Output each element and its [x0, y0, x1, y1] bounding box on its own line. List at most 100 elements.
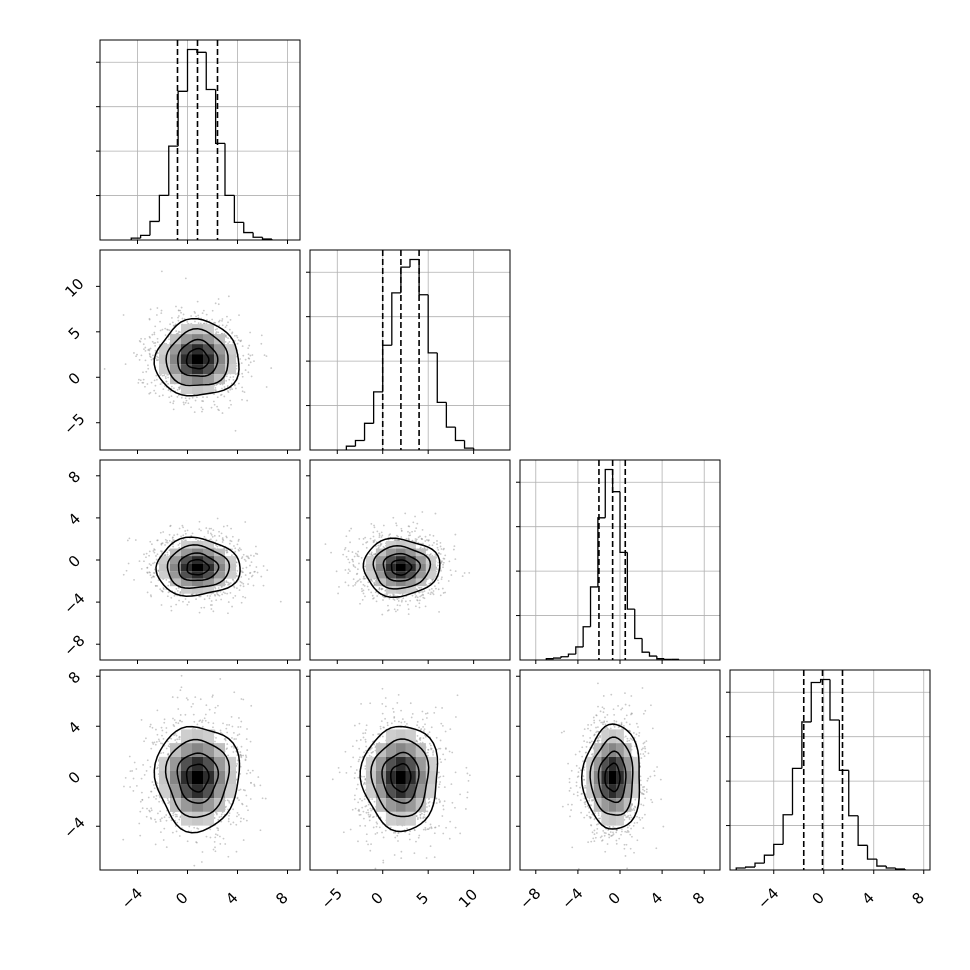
scatter-point-0-2-1198 — [178, 599, 180, 602]
scatter-point-2-3-46 — [643, 755, 646, 758]
y-tick-label-param3-0: −4 — [60, 814, 88, 842]
scatter-point-0-1-893 — [234, 429, 237, 432]
density-cell-0-1-4-7 — [192, 384, 203, 395]
scatter-point-0-3-185 — [142, 764, 145, 766]
scatter-point-1-3-987 — [367, 843, 369, 846]
scatter-point-0-1-407 — [260, 334, 263, 337]
scatter-point-0-1-284 — [147, 367, 150, 370]
scatter-point-2-3-119 — [633, 851, 635, 854]
scatter-point-0-1-864 — [216, 396, 219, 399]
hist-bin-param1-12 — [454, 427, 465, 442]
density-cell-1-3-2-3 — [375, 756, 386, 771]
contour-0-2-1 — [177, 552, 220, 582]
scatter-point-0-3-1318 — [132, 790, 135, 792]
scatter-point-0-2-1368 — [227, 581, 229, 584]
scatter-point-1-3-585 — [427, 801, 430, 804]
scatter-point-1-3-0 — [392, 707, 394, 710]
hist-bin-param2-16 — [663, 658, 672, 660]
scatter-point-0-3-510 — [214, 846, 216, 849]
scatter-point-1-2-23 — [418, 602, 421, 605]
density-cell-0-2-1-3 — [159, 556, 170, 564]
scatter-point-0-1-1309 — [177, 319, 180, 322]
scatter-point-0-2-70 — [229, 592, 232, 594]
scatter-point-2-3-1193 — [636, 821, 639, 824]
scatter-point-1-2-1245 — [419, 535, 421, 538]
scatter-point-1-3-463 — [419, 817, 422, 820]
scatter-point-1-3-584 — [369, 814, 372, 816]
scatter-point-1-2-394 — [428, 544, 431, 547]
scatter-point-2-3-753 — [582, 760, 585, 763]
density-cell-2-3-7-4 — [631, 770, 639, 785]
scatter-point-1-3-1161 — [397, 840, 399, 842]
hist-bin-param3-16 — [885, 866, 896, 869]
scatter-point-1-2-992 — [375, 545, 377, 548]
scatter-point-2-3-368 — [645, 788, 648, 791]
scatter-point-0-3-326 — [161, 734, 163, 737]
scatter-point-1-2-875 — [420, 538, 423, 540]
scatter-point-0-3-1149 — [205, 835, 208, 838]
scatter-point-0-1-1120 — [156, 337, 159, 340]
scatter-point-0-2-499 — [150, 595, 153, 598]
scatter-point-0-3-899 — [175, 721, 177, 724]
scatter-point-0-2-1300 — [251, 574, 254, 577]
scatter-point-0-2-278 — [240, 581, 243, 584]
scatter-point-1-3-1293 — [454, 826, 457, 829]
scatter-point-0-3-222 — [245, 819, 248, 822]
scatter-point-0-1-442 — [246, 399, 249, 402]
scatter-point-0-1-914 — [152, 354, 154, 357]
scatter-point-2-3-951 — [631, 835, 633, 838]
scatter-point-2-3-58 — [642, 786, 644, 789]
density-cell-0-3-4-7 — [192, 811, 203, 826]
contour-0-3-3 — [153, 725, 241, 834]
scatter-point-1-2-1027 — [418, 599, 421, 602]
scatter-point-2-3-679 — [583, 766, 586, 769]
hist-frame-param2 — [519, 459, 721, 661]
scatter-point-0-1-389 — [224, 326, 227, 329]
hist-bin-param1-0 — [345, 445, 356, 450]
scatter-point-1-2-1116 — [461, 575, 464, 578]
scatter-point-0-2-770 — [222, 525, 225, 528]
scatter-point-2-3-1274 — [603, 834, 606, 837]
scatter-point-0-2-895 — [149, 540, 152, 543]
scatter-point-1-3-714 — [376, 873, 378, 875]
scatter-point-0-2-1125 — [210, 600, 213, 602]
scatter-point-2-3-314 — [615, 842, 618, 845]
scatter-point-2-3-589 — [578, 750, 581, 753]
scatter-point-1-2-572 — [349, 541, 351, 544]
scatter-point-2-3-116 — [604, 850, 607, 853]
scatter-point-0-1-1178 — [205, 313, 208, 316]
scatter-point-0-3-109 — [173, 719, 176, 721]
scatter-point-0-3-940 — [259, 829, 262, 832]
scatter-point-2-3-975 — [642, 742, 645, 745]
scatter-point-1-3-853 — [428, 731, 431, 734]
scatter-point-0-1-828 — [138, 378, 140, 381]
scatter-point-1-2-450 — [416, 522, 419, 525]
scatter-point-1-3-254 — [426, 751, 429, 754]
scatter-point-0-2-1367 — [209, 532, 212, 535]
scatter-point-0-1-1371 — [220, 393, 223, 396]
scatter-point-0-2-1069 — [239, 580, 242, 583]
scatter-point-0-2-331 — [230, 527, 232, 530]
scatter-point-0-1-923 — [144, 385, 146, 388]
scatter-point-2-3-171 — [572, 793, 575, 796]
hist-bin-param1-3 — [372, 391, 383, 424]
density-cell-0-3-4-2 — [192, 743, 203, 757]
scatter-point-2-3-427 — [643, 789, 646, 792]
scatter-point-2-3-918 — [627, 814, 630, 817]
density-cell-1-2-4-4 — [395, 563, 406, 572]
x-tick-label-param2-1: −4 — [558, 884, 586, 912]
scatter-point-0-3-211 — [228, 800, 230, 803]
scatter-point-0-1-1237 — [154, 384, 157, 387]
scatter-point-1-2-93 — [434, 512, 437, 515]
scatter-point-0-1-787 — [248, 344, 251, 347]
density-cell-0-1-7-4 — [225, 354, 236, 365]
scatter-point-1-2-58 — [416, 596, 419, 599]
scatter-point-1-3-1280 — [449, 728, 452, 731]
scatter-point-1-2-1040 — [441, 587, 444, 590]
density-cell-1-2-5-2 — [405, 548, 416, 557]
scatter-point-0-1-165 — [164, 377, 167, 380]
density-cell-1-2-6-3 — [415, 556, 426, 564]
scatter-point-2-3-811 — [592, 799, 595, 801]
pair-panel-1-2 — [306, 459, 511, 664]
scatter-point-1-3-253 — [440, 722, 443, 725]
